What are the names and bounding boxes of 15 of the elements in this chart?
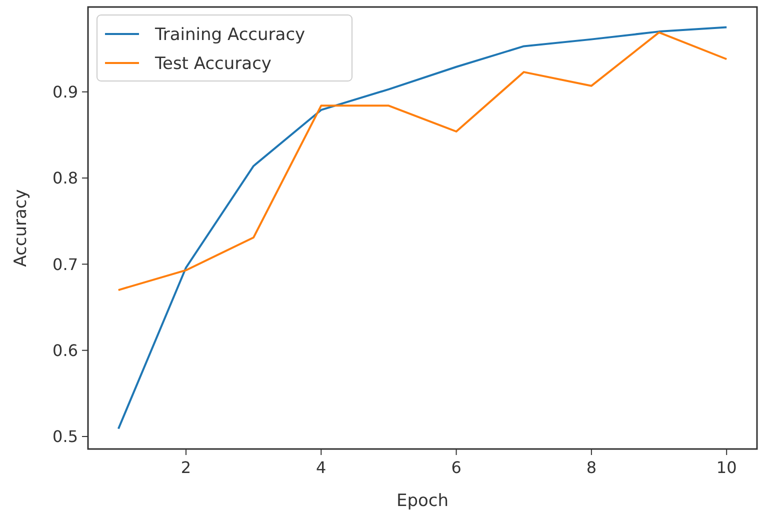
x-tick-label: 10 bbox=[716, 458, 737, 477]
legend-label: Training Accuracy bbox=[154, 24, 306, 45]
x-tick-label: 8 bbox=[586, 458, 597, 477]
line-series bbox=[117, 26, 728, 430]
legend-label: Test Accuracy bbox=[154, 54, 272, 74]
x-tick-label: 2 bbox=[180, 458, 192, 477]
x-axis-title: Epoch bbox=[396, 491, 449, 511]
y-tick-label: 0.8 bbox=[52, 168, 78, 188]
x-tick-label: 6 bbox=[451, 458, 462, 477]
y-tick-label: 0.5 bbox=[52, 427, 78, 446]
x-tick-label: 4 bbox=[316, 458, 326, 477]
y-tick-label: 0.6 bbox=[52, 340, 78, 360]
y-tick-label: 0.9 bbox=[52, 82, 78, 102]
y-tick-label: 0.7 bbox=[52, 254, 78, 274]
y-axis-title: Accuracy bbox=[11, 189, 31, 267]
